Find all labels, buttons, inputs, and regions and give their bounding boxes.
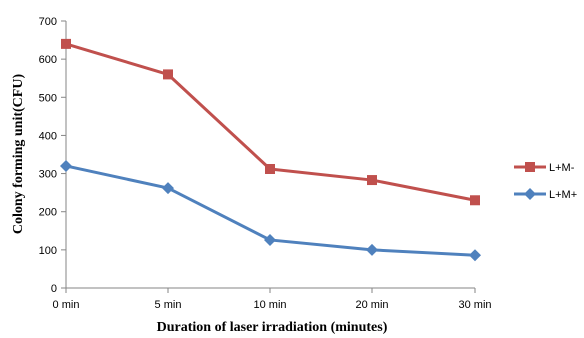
series-1 [61,38,480,206]
data-point [366,243,378,256]
y-tick-label: 500 [39,92,57,104]
x-tick-label: 10 min [253,299,286,311]
series-2 [60,159,481,262]
y-tick-label: 100 [39,245,57,257]
data-point [162,182,174,195]
y-tick-label: 0 [51,283,57,295]
x-tick-label: 5 min [155,299,182,311]
y-tick-label: 200 [39,207,57,219]
legend-marker [525,162,535,172]
data-point [60,159,72,172]
legend: L+M- L+M+ [514,162,577,201]
y-tick-label: 400 [39,130,57,142]
x-axis-ticks: 0 min 5 min 10 min 20 min 30 min [53,288,492,311]
x-tick-label: 20 min [355,299,388,311]
x-tick-label: 0 min [53,299,80,311]
data-point [265,163,275,174]
x-tick-label: 30 min [458,299,491,311]
y-tick-label: 600 [39,54,57,66]
legend-label: L+M- [549,162,575,174]
data-point [264,233,276,246]
data-point [367,175,377,186]
legend-label: L+M+ [549,189,577,201]
data-point [469,249,481,262]
data-point [470,195,480,206]
data-point [163,69,173,80]
x-axis-title: Duration of laser irradiation (minutes) [157,320,388,335]
series-layer [60,38,481,262]
y-axis-title: Colony forming unit(CFU) [11,74,26,235]
data-point [61,38,71,49]
series-line [65,42,476,202]
legend-marker [524,188,536,200]
y-tick-label: 700 [39,16,57,28]
y-axis-ticks: 0 100 200 300 400 500 600 700 [39,16,66,295]
y-tick-label: 300 [39,169,57,181]
